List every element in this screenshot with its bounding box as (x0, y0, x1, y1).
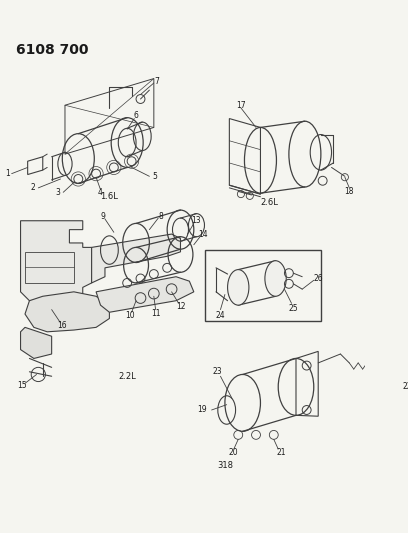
Text: 22: 22 (402, 382, 408, 391)
Text: 23: 23 (213, 367, 223, 376)
Text: 2: 2 (31, 183, 35, 192)
Text: 25: 25 (288, 304, 298, 313)
Bar (205, 250, 321, 321)
Text: 15: 15 (18, 381, 27, 390)
Text: 20: 20 (229, 448, 239, 457)
Text: 10: 10 (125, 311, 135, 320)
Polygon shape (20, 327, 52, 359)
Polygon shape (25, 292, 109, 332)
Polygon shape (20, 221, 92, 301)
Text: 2.2L: 2.2L (118, 372, 136, 381)
Text: 3: 3 (55, 188, 60, 197)
Text: 16: 16 (58, 321, 67, 330)
Ellipse shape (228, 270, 249, 305)
Text: 26: 26 (313, 274, 323, 283)
Polygon shape (96, 277, 194, 312)
Text: 12: 12 (176, 302, 185, 311)
Text: 6108 700: 6108 700 (16, 43, 89, 57)
Text: 9: 9 (101, 212, 106, 221)
Text: 4: 4 (98, 188, 103, 197)
Text: 13: 13 (192, 216, 201, 225)
Text: 14: 14 (198, 230, 208, 239)
Text: 24: 24 (216, 311, 225, 320)
Text: 2.6L: 2.6L (260, 198, 278, 207)
Bar (25, 252, 74, 283)
Text: 1: 1 (5, 169, 10, 178)
Text: 318: 318 (217, 461, 233, 470)
Text: 18: 18 (345, 187, 354, 196)
Text: 7: 7 (154, 77, 159, 86)
Text: 19: 19 (197, 406, 207, 415)
Text: 8: 8 (159, 212, 163, 221)
Text: 6: 6 (134, 111, 138, 120)
Text: 5: 5 (152, 172, 157, 181)
Text: 17: 17 (236, 101, 246, 110)
Text: 21: 21 (276, 448, 286, 457)
Text: 11: 11 (151, 309, 160, 318)
Text: 1.6L: 1.6L (100, 192, 118, 201)
Ellipse shape (265, 261, 286, 296)
Polygon shape (92, 234, 180, 283)
